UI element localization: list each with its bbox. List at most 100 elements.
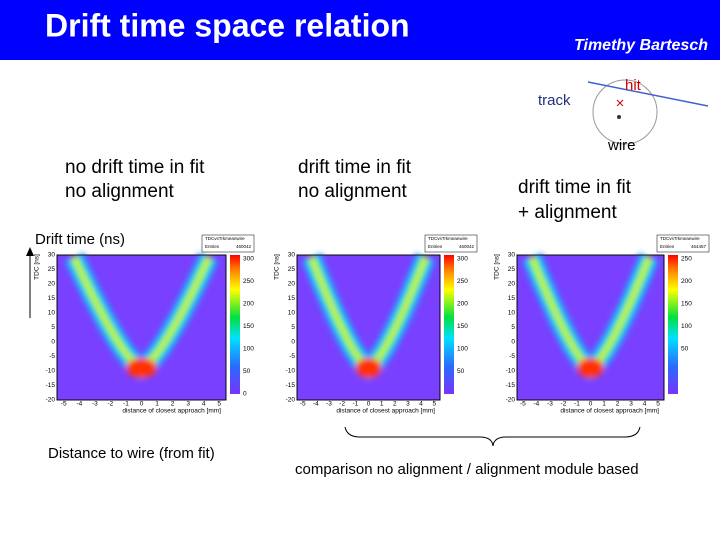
stats-title: TDCvsTrkmeanwire: [660, 236, 700, 241]
heatmap: [63, 252, 220, 381]
y-tick-label: -20: [46, 397, 56, 404]
wire-circle: [592, 79, 658, 145]
x-tick-label: -3: [326, 401, 332, 408]
y-tick-label: -15: [286, 382, 296, 389]
comparison-note: comparison no alignment / alignment modu…: [295, 461, 639, 478]
y-tick-label: 15: [508, 295, 516, 302]
z-tick-label: 150: [457, 323, 468, 330]
stats-entries-label: Entries: [660, 244, 675, 249]
x-tick-label: 2: [616, 401, 620, 408]
author: Timethy Bartesch: [574, 37, 708, 54]
y-tick-label: 5: [511, 324, 515, 331]
stats-frame: [201, 234, 255, 253]
stats-box: TDCvsTrkmeanwire Entries 464457: [656, 234, 710, 253]
x-tick-label: 0: [140, 401, 144, 408]
x-axis-label: Distance to wire (from fit): [48, 445, 215, 462]
y-tick-label: 30: [288, 252, 296, 259]
x-tick-label: 4: [419, 401, 423, 408]
x-tick-label: -4: [76, 401, 82, 408]
column-label: + alignment: [518, 202, 617, 223]
y-tick-label: 10: [508, 310, 516, 317]
y-label: TDC [ns]: [494, 254, 501, 280]
x-tick-label: -5: [300, 401, 306, 408]
x-tick-label: -4: [313, 401, 319, 408]
y-tick-label: -10: [286, 368, 296, 375]
x-tick-label: 2: [393, 401, 397, 408]
wire-label: wire: [607, 137, 636, 154]
y-tick-label: -5: [49, 353, 55, 360]
x-tick-label: 1: [380, 401, 384, 408]
x-tick-label: -1: [574, 401, 580, 408]
x-tick-label: 3: [186, 401, 190, 408]
x-tick-label: -3: [547, 401, 553, 408]
stats-box: TDCvsTrkmeanwire Entries 460042: [424, 234, 478, 253]
x-label: distance of closest approach [mm]: [560, 408, 659, 415]
x-tick-label: -3: [92, 401, 98, 408]
y-tick-label: 15: [48, 295, 56, 302]
x-tick-label: -5: [520, 401, 526, 408]
x-tick-label: -1: [123, 401, 129, 408]
y-tick-label: 5: [51, 324, 55, 331]
stats-title: TDCvsTrkmeanwire: [205, 236, 245, 241]
z-tick-label: 100: [681, 323, 692, 330]
plot-frame: [56, 254, 227, 401]
z-tick-label: 50: [681, 346, 689, 353]
y-tick-label: 20: [48, 281, 56, 288]
wire-dot: [617, 115, 621, 119]
stats-box: TDCvsTrkmeanwire Entries 460042: [201, 234, 255, 253]
y-tick-label: -20: [506, 397, 516, 404]
x-tick-label: 5: [217, 401, 221, 408]
column-label: no alignment: [298, 181, 408, 202]
stats-entries-label: Entries: [428, 244, 443, 249]
z-tick-label: 200: [681, 278, 692, 285]
z-tick-label: 200: [243, 301, 254, 308]
heatmap-core: [126, 358, 157, 379]
z-tick-label: 250: [243, 278, 254, 285]
y-tick-label: -10: [506, 368, 516, 375]
y-tick-label: 0: [51, 339, 55, 346]
stats-entries: 460042: [236, 244, 252, 249]
z-tick-label: 150: [681, 301, 692, 308]
y-tick-label: -15: [506, 382, 516, 389]
x-tick-label: 1: [155, 401, 159, 408]
z-tick-label: 250: [457, 278, 468, 285]
column-label: drift time in fit: [518, 177, 632, 198]
y-tick-label: -10: [46, 368, 56, 375]
z-tick-label: 100: [457, 346, 468, 353]
x-tick-label: 4: [202, 401, 206, 408]
color-bar: [230, 255, 240, 394]
y-tick-label: -5: [509, 353, 515, 360]
column-label: drift time in fit: [298, 157, 412, 178]
stats-entries: 460042: [459, 244, 475, 249]
x-tick-label: -2: [108, 401, 114, 408]
y-tick-label: 30: [48, 252, 56, 259]
stats-frame: [424, 234, 478, 253]
brace: [344, 426, 641, 447]
z-tick-label: 250: [681, 256, 692, 263]
x-tick-label: -5: [61, 401, 67, 408]
y-tick-label: 20: [288, 281, 296, 288]
y-arrow-head: [26, 247, 34, 256]
y-tick-label: 25: [508, 266, 516, 273]
x-tick-label: -1: [352, 401, 358, 408]
z-tick-label: 150: [243, 323, 254, 330]
title: Drift time space relation: [45, 7, 410, 43]
plot-frame: [296, 254, 441, 401]
x-tick-label: -2: [561, 401, 567, 408]
heatmap-core: [355, 358, 382, 379]
y-tick-label: 25: [288, 266, 296, 273]
x-tick-label: 0: [367, 401, 371, 408]
hit-label: hit: [625, 77, 642, 94]
color-bar: [668, 255, 678, 394]
y-tick-label: -20: [286, 397, 296, 404]
y-tick-label: 0: [291, 339, 295, 346]
y-tick-label: 0: [511, 339, 515, 346]
y-tick-label: -15: [46, 382, 56, 389]
x-tick-label: 3: [629, 401, 633, 408]
x-tick-label: 3: [406, 401, 410, 408]
hit-marker: [616, 99, 624, 107]
x-label: distance of closest approach [mm]: [122, 408, 221, 415]
